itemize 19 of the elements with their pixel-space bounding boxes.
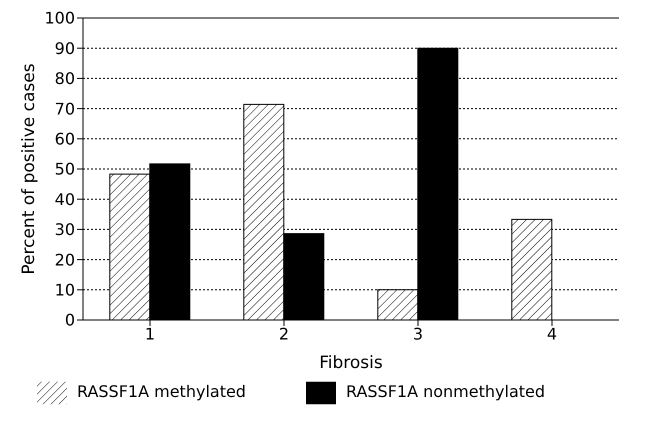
legend-label: RASSF1A methylated xyxy=(76,382,246,402)
y-tick-label: 0 xyxy=(64,310,75,330)
y-tick-label: 50 xyxy=(54,160,75,179)
y-tick-label: 60 xyxy=(54,129,75,148)
y-tick-label: 70 xyxy=(54,99,75,118)
x-tick-label: 3 xyxy=(412,324,424,344)
x-tick-label: 4 xyxy=(546,324,558,344)
x-tick-label: 2 xyxy=(278,324,290,344)
y-tick-label: 30 xyxy=(54,220,75,240)
y-tick-label: 80 xyxy=(54,69,75,88)
y-tick-label: 90 xyxy=(54,38,75,58)
y-tick-label: 100 xyxy=(44,8,75,28)
y-axis-title: Percent of positive cases xyxy=(19,63,40,275)
x-tick-label: 1 xyxy=(144,324,156,344)
x-axis-title: Fibrosis xyxy=(319,353,383,373)
y-tick-label: 40 xyxy=(54,190,75,209)
y-tick-label: 20 xyxy=(54,250,75,270)
legend-label: RASSF1A nonmethylated xyxy=(346,382,546,402)
y-tick-label: 10 xyxy=(54,280,75,300)
